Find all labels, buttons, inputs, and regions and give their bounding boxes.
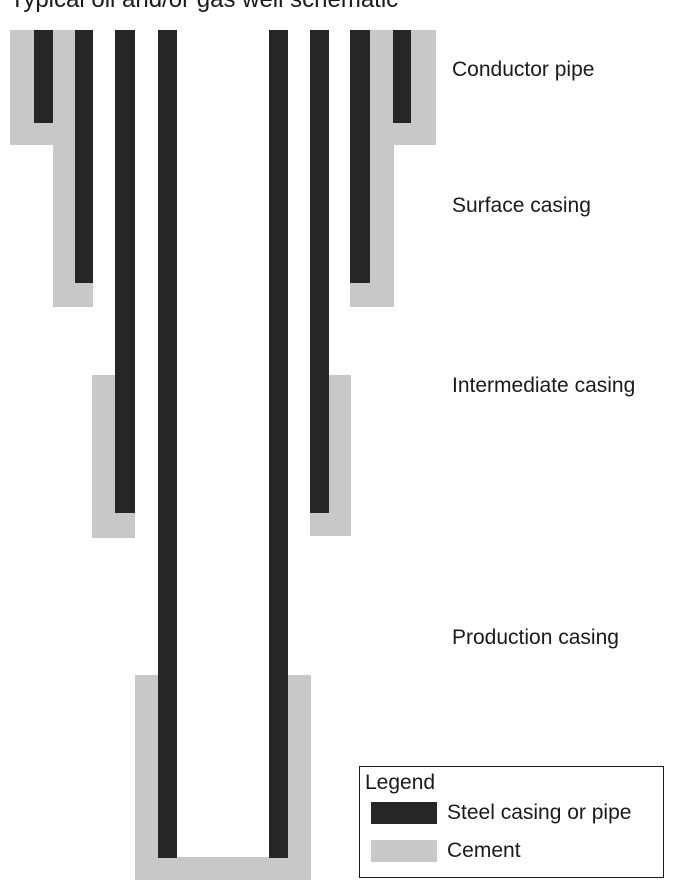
label-surface-casing: Surface casing: [452, 194, 591, 217]
diagram-title: Typical oil and/or gas well schematic: [10, 0, 398, 16]
legend-title: Legend: [365, 771, 436, 794]
conductor-pipe-left: [34, 30, 53, 123]
cement-swatch: [371, 840, 437, 862]
cement-layers: [10, 30, 436, 880]
production-cement-left: [135, 675, 158, 880]
production-cement-bottom: [135, 857, 311, 880]
legend-item-steel: Steel casing or pipe: [371, 800, 631, 826]
label-production-casing: Production casing: [452, 626, 619, 649]
conductor-pipe-right: [393, 30, 411, 123]
label-conductor-pipe: Conductor pipe: [452, 58, 595, 81]
production-cement-right: [288, 675, 311, 880]
production-casing-right: [269, 30, 288, 858]
surface-casing-right: [350, 30, 370, 283]
production-casing-left: [158, 30, 177, 858]
legend-item-cement: Cement: [371, 838, 521, 864]
legend-label-steel: Steel casing or pipe: [447, 801, 632, 824]
legend-box: Legend Steel casing or pipe Cement: [359, 766, 664, 878]
legend-label-cement: Cement: [447, 839, 521, 862]
intermediate-casing-right: [310, 30, 329, 513]
label-intermediate-casing: Intermediate casing: [452, 374, 636, 397]
surface-casing-left: [75, 30, 93, 283]
steel-swatch: [371, 802, 437, 824]
intermediate-casing-left: [115, 30, 135, 513]
steel-casings: [34, 30, 411, 858]
